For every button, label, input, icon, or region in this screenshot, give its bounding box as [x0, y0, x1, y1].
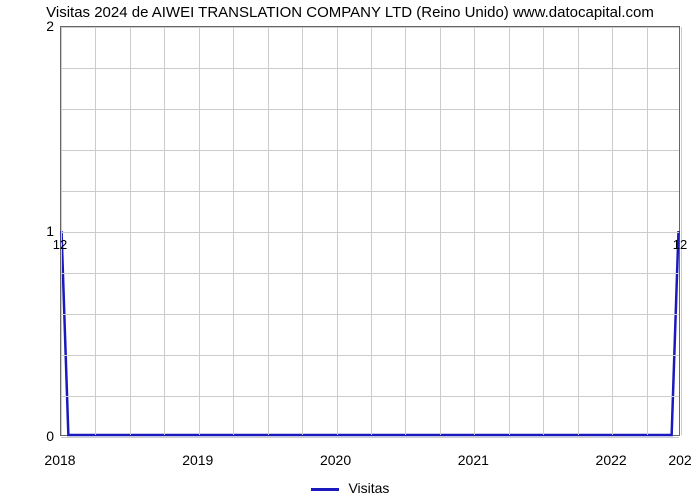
x-tick-label: 2020 [320, 452, 351, 468]
gridline-v [474, 27, 475, 435]
gridline-v [543, 27, 544, 435]
gridline-h [61, 68, 679, 69]
point-label: 12 [53, 237, 67, 252]
legend: Visitas [0, 480, 700, 496]
series-line [62, 231, 679, 435]
gridline-v [405, 27, 406, 435]
gridline-v [440, 27, 441, 435]
gridline-h [61, 232, 679, 233]
gridline-h [61, 355, 679, 356]
gridline-v [578, 27, 579, 435]
x-tick-label: 2018 [44, 452, 75, 468]
gridline-h [61, 27, 679, 28]
gridline-h [61, 150, 679, 151]
y-tick-label: 0 [14, 428, 54, 444]
gridline-h [61, 191, 679, 192]
gridline-h [61, 437, 679, 438]
legend-label: Visitas [348, 480, 389, 496]
gridline-v [371, 27, 372, 435]
x-tick-label: 2019 [182, 452, 213, 468]
gridline-h [61, 314, 679, 315]
y-tick-label: 2 [14, 18, 54, 34]
chart-title: Visitas 2024 de AIWEI TRANSLATION COMPAN… [0, 4, 700, 21]
gridline-h [61, 109, 679, 110]
gridline-h [61, 396, 679, 397]
gridline-v [130, 27, 131, 435]
gridline-v [268, 27, 269, 435]
line-layer [61, 27, 679, 435]
gridline-v [164, 27, 165, 435]
gridline-v [95, 27, 96, 435]
y-tick-label: 1 [14, 223, 54, 239]
plot-area [60, 26, 680, 436]
gridline-v [233, 27, 234, 435]
gridline-v [337, 27, 338, 435]
gridline-h [61, 273, 679, 274]
gridline-v [509, 27, 510, 435]
gridline-v [302, 27, 303, 435]
gridline-v [61, 27, 62, 435]
x-tick-label: 2022 [596, 452, 627, 468]
gridline-v [647, 27, 648, 435]
chart-container: Visitas 2024 de AIWEI TRANSLATION COMPAN… [0, 0, 700, 500]
gridline-v [612, 27, 613, 435]
point-label: 12 [673, 237, 687, 252]
x-tick-label: 2021 [458, 452, 489, 468]
gridline-v [199, 27, 200, 435]
gridline-v [681, 27, 682, 435]
legend-swatch [311, 488, 339, 491]
x-tick-label-edge: 202 [668, 452, 691, 468]
